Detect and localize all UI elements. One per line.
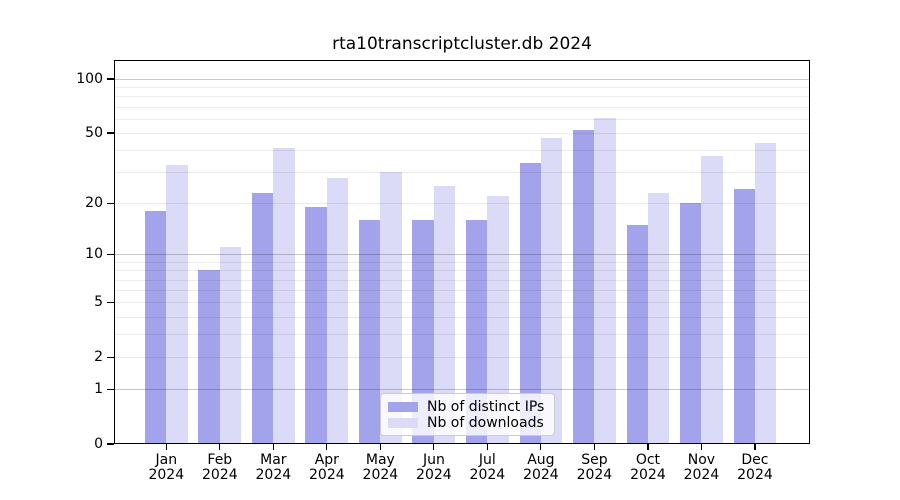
bar-downloads-dec xyxy=(754,142,777,444)
bar-distinct-ips-may xyxy=(358,219,381,444)
minor-gridline-4 xyxy=(114,316,810,318)
x-tick-label-mar: Mar 2024 xyxy=(255,452,292,483)
bar-downloads-jan xyxy=(166,165,188,444)
x-tick-label-sep: Sep 2024 xyxy=(576,452,613,483)
x-tick-mark-apr xyxy=(326,444,328,450)
y-tick-label-5: 5 xyxy=(94,294,103,311)
bar-distinct-ips-jul xyxy=(465,219,488,444)
minor-gridline-8 xyxy=(114,270,810,272)
minor-gridline-7 xyxy=(114,279,810,281)
major-gridline-100 xyxy=(114,79,810,81)
x-tick-mark-sep xyxy=(593,444,595,450)
bar-downloads-apr xyxy=(326,177,349,444)
x-tick-label-oct: Oct 2024 xyxy=(630,452,666,483)
x-tick-mark-mar xyxy=(272,444,274,450)
legend-swatch-distinct-ips xyxy=(388,402,418,412)
bar-distinct-ips-jan xyxy=(144,211,167,444)
y-tick-label-50: 50 xyxy=(85,125,103,142)
grid-layer xyxy=(114,60,810,444)
y-tick-mark-100 xyxy=(107,78,114,80)
y-tick-mark-5 xyxy=(107,301,114,303)
y-tick-mark-0 xyxy=(107,443,114,445)
minor-gridline-3 xyxy=(114,334,810,336)
x-tick-label-may: May 2024 xyxy=(362,452,399,483)
bar-distinct-ips-feb xyxy=(198,270,220,444)
bar-distinct-ips-sep xyxy=(573,130,595,444)
y-tick-label-10: 10 xyxy=(85,246,103,263)
x-tick-mark-may xyxy=(379,444,381,450)
y-tick-label-20: 20 xyxy=(85,195,103,212)
minor-gridline-30 xyxy=(114,172,810,174)
minor-gridline-50 xyxy=(114,133,810,135)
x-tick-mark-jul xyxy=(486,444,488,450)
bar-distinct-ips-aug xyxy=(519,162,541,444)
x-tick-mark-jun xyxy=(433,444,435,450)
plot-area xyxy=(114,60,810,444)
bar-distinct-ips-mar xyxy=(251,192,274,444)
bar-distinct-ips-apr xyxy=(305,207,327,444)
x-tick-mark-nov xyxy=(700,444,703,450)
bars-layer xyxy=(114,60,810,444)
bar-downloads-oct xyxy=(647,192,670,444)
bar-downloads-nov xyxy=(701,156,723,444)
bar-distinct-ips-nov xyxy=(680,203,702,444)
minor-gridline-90 xyxy=(114,87,810,89)
bar-downloads-aug xyxy=(540,137,563,444)
major-gridline-10 xyxy=(114,254,810,256)
x-tick-label-dec: Dec 2024 xyxy=(737,452,773,483)
y-tick-mark-20 xyxy=(107,202,114,204)
x-tick-label-jan: Jan 2024 xyxy=(148,452,185,483)
legend-label-downloads: Nb of downloads xyxy=(427,415,544,431)
bar-downloads-mar xyxy=(273,148,295,444)
legend-entry-distinct-ips: Nb of distinct IPs xyxy=(388,399,544,415)
x-tick-label-jun: Jun 2024 xyxy=(416,452,452,483)
x-tick-label-feb: Feb 2024 xyxy=(201,452,238,483)
chart-title: rta10transcriptcluster.db 2024 xyxy=(332,34,592,54)
x-tick-mark-aug xyxy=(540,444,542,450)
minor-gridline-80 xyxy=(114,96,810,98)
x-tick-label-apr: Apr 2024 xyxy=(309,452,345,483)
x-tick-label-aug: Aug 2024 xyxy=(523,452,559,483)
bar-downloads-jul xyxy=(487,196,509,444)
y-tick-mark-10 xyxy=(107,253,114,255)
x-tick-label-nov: Nov 2024 xyxy=(683,452,720,483)
x-tick-mark-feb xyxy=(219,444,221,450)
legend-swatch-downloads xyxy=(388,418,418,428)
bar-downloads-jun xyxy=(433,186,456,444)
bar-distinct-ips-jun xyxy=(412,219,434,444)
minor-gridline-9 xyxy=(114,261,810,263)
y-tick-label-0: 0 xyxy=(94,436,103,452)
x-tick-label-jul: Jul 2024 xyxy=(469,452,506,483)
minor-gridline-6 xyxy=(114,290,810,292)
x-tick-mark-dec xyxy=(754,444,756,450)
x-tick-mark-jan xyxy=(165,444,167,450)
y-tick-label-100: 100 xyxy=(76,71,103,88)
minor-gridline-70 xyxy=(114,106,810,108)
minor-gridline-2 xyxy=(114,357,810,359)
minor-gridline-5 xyxy=(114,302,810,304)
bar-downloads-sep xyxy=(594,117,616,444)
y-tick-mark-2 xyxy=(107,356,114,358)
legend-label-distinct-ips: Nb of distinct IPs xyxy=(427,399,545,415)
minor-gridline-60 xyxy=(114,118,810,120)
y-tick-mark-50 xyxy=(107,132,114,134)
bar-downloads-may xyxy=(380,172,402,444)
y-tick-label-1: 1 xyxy=(94,381,103,398)
x-tick-mark-oct xyxy=(647,444,649,450)
bar-distinct-ips-oct xyxy=(626,224,648,444)
y-tick-mark-1 xyxy=(107,388,114,390)
bar-downloads-feb xyxy=(219,247,242,444)
major-gridline-1 xyxy=(114,389,810,391)
y-tick-label-2: 2 xyxy=(94,349,103,366)
legend-entry-downloads: Nb of downloads xyxy=(388,415,544,431)
legend: Nb of distinct IPs Nb of downloads xyxy=(380,393,556,436)
bar-distinct-ips-dec xyxy=(733,189,755,444)
minor-gridline-40 xyxy=(114,150,810,152)
minor-gridline-20 xyxy=(114,203,810,205)
